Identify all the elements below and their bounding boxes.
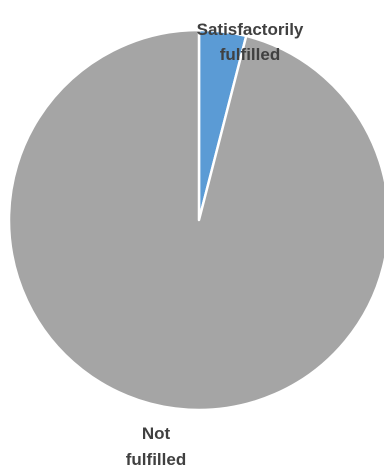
data-label-line: Satisfactorily bbox=[197, 20, 304, 39]
data-label-satisfactorily-fulfilled: Satisfactorily fulfilled bbox=[197, 20, 304, 64]
data-label-not-fulfilled: Not fulfilled bbox=[126, 424, 186, 469]
data-label-line: fulfilled bbox=[126, 450, 186, 469]
pie-slices bbox=[7, 28, 384, 412]
pie-slice-not-fulfilled bbox=[7, 28, 384, 412]
data-label-line: Not bbox=[142, 424, 171, 443]
data-label-line: fulfilled bbox=[220, 45, 280, 64]
pie-data-labels: Satisfactorily fulfilled Not fulfilled bbox=[126, 20, 304, 469]
